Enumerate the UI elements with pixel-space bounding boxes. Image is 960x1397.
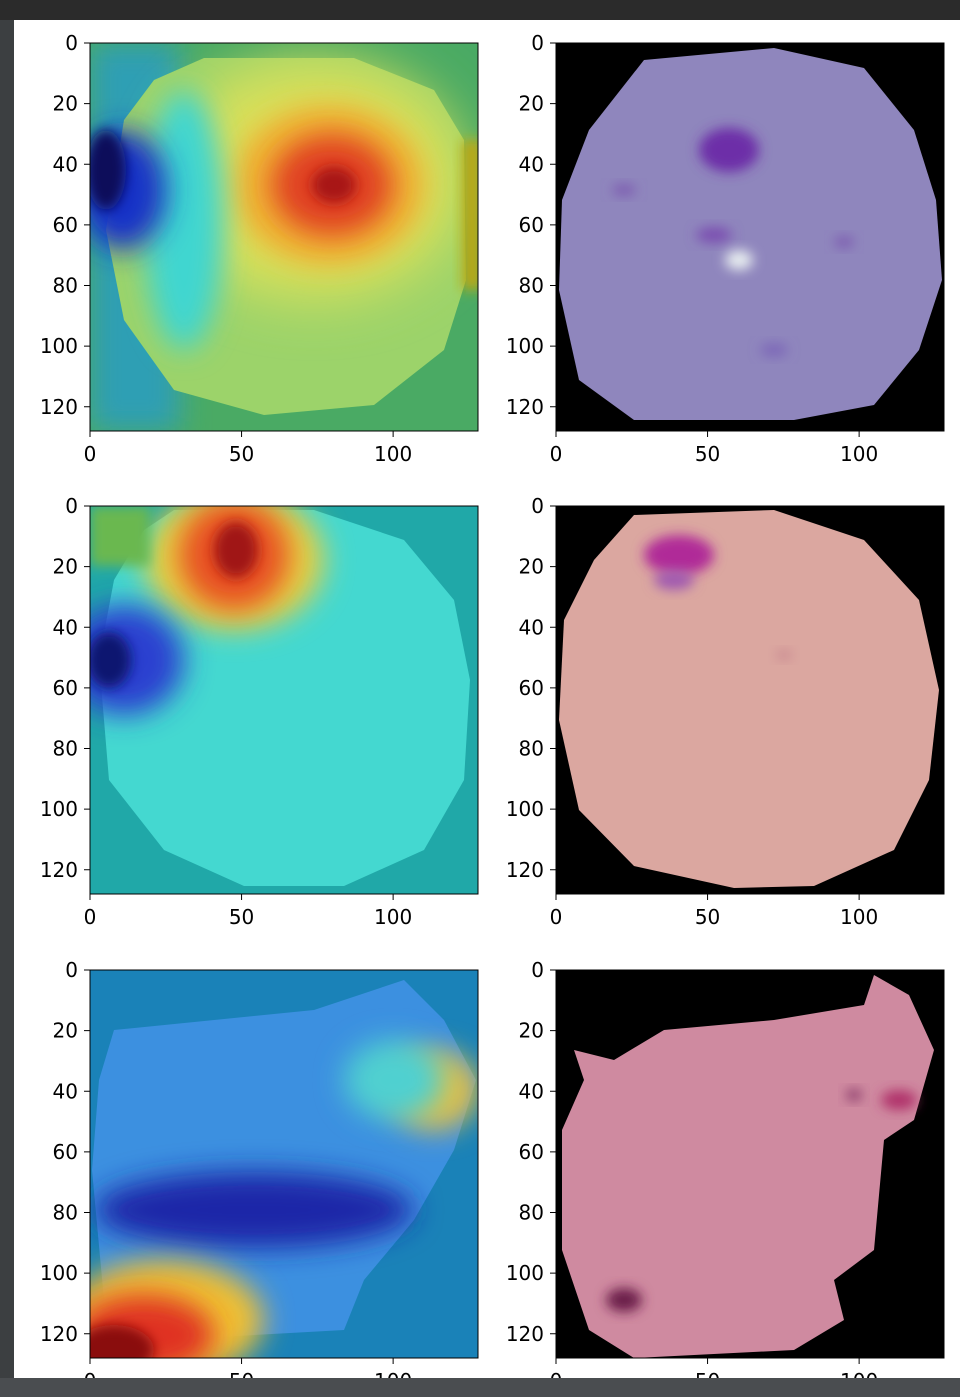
x-tick-label: 0 xyxy=(550,1369,563,1378)
y-tick-label: 0 xyxy=(65,494,78,518)
y-tick-label: 100 xyxy=(506,334,544,358)
y-tick-label: 80 xyxy=(53,274,78,298)
y-tick-label: 120 xyxy=(40,395,78,419)
y-tick-label: 20 xyxy=(519,1019,544,1043)
y-tick-label: 80 xyxy=(53,1201,78,1225)
cell-image-2 xyxy=(555,505,945,895)
y-tick-label: 0 xyxy=(65,31,78,55)
y-tick-label: 100 xyxy=(40,797,78,821)
notebook-bottom-strip xyxy=(0,1378,960,1397)
x-tick-label: 100 xyxy=(374,905,412,929)
y-tick-label: 80 xyxy=(519,274,544,298)
x-tick-label: 50 xyxy=(229,442,254,466)
x-tick-label: 0 xyxy=(84,442,97,466)
y-tick-label: 40 xyxy=(53,1079,78,1103)
x-tick-label: 0 xyxy=(550,442,563,466)
y-tick-label: 20 xyxy=(519,92,544,116)
y-tick-label: 120 xyxy=(40,1322,78,1346)
y-tick-label: 80 xyxy=(519,1201,544,1225)
y-tick-label: 40 xyxy=(519,152,544,176)
y-tick-label: 100 xyxy=(40,334,78,358)
x-tick-label: 50 xyxy=(695,1369,720,1378)
y-tick-label: 60 xyxy=(519,676,544,700)
y-tick-label: 120 xyxy=(506,1322,544,1346)
y-tick-label: 0 xyxy=(531,31,544,55)
y-tick-label: 40 xyxy=(53,152,78,176)
x-tick-label: 0 xyxy=(84,1369,97,1378)
y-tick-label: 100 xyxy=(40,1261,78,1285)
x-tick-label: 100 xyxy=(840,442,878,466)
y-tick-label: 20 xyxy=(519,555,544,579)
y-tick-label: 0 xyxy=(531,494,544,518)
x-tick-label: 50 xyxy=(695,442,720,466)
cell-image-3 xyxy=(555,969,945,1359)
heatmap-2 xyxy=(89,505,479,895)
y-tick-label: 40 xyxy=(53,615,78,639)
y-tick-label: 0 xyxy=(65,958,78,982)
x-tick-label: 100 xyxy=(374,442,412,466)
y-tick-label: 60 xyxy=(53,676,78,700)
cell-image-1 xyxy=(555,42,945,432)
x-tick-label: 0 xyxy=(84,905,97,929)
y-tick-label: 40 xyxy=(519,1079,544,1103)
y-tick-label: 60 xyxy=(519,213,544,237)
y-tick-label: 120 xyxy=(506,395,544,419)
y-tick-label: 80 xyxy=(519,737,544,761)
y-tick-label: 20 xyxy=(53,555,78,579)
x-tick-label: 50 xyxy=(229,905,254,929)
heatmap-1 xyxy=(89,42,479,432)
y-tick-label: 60 xyxy=(53,1140,78,1164)
y-tick-label: 100 xyxy=(506,1261,544,1285)
x-tick-label: 100 xyxy=(374,1369,412,1378)
y-tick-label: 60 xyxy=(53,213,78,237)
y-tick-label: 60 xyxy=(519,1140,544,1164)
y-tick-label: 100 xyxy=(506,797,544,821)
x-tick-label: 50 xyxy=(695,905,720,929)
y-tick-label: 20 xyxy=(53,92,78,116)
y-tick-label: 80 xyxy=(53,737,78,761)
x-tick-label: 100 xyxy=(840,905,878,929)
y-tick-label: 0 xyxy=(531,958,544,982)
y-tick-label: 40 xyxy=(519,615,544,639)
x-tick-label: 0 xyxy=(550,905,563,929)
y-tick-label: 120 xyxy=(506,858,544,882)
y-tick-label: 120 xyxy=(40,858,78,882)
x-tick-label: 50 xyxy=(229,1369,254,1378)
y-tick-label: 20 xyxy=(53,1019,78,1043)
notebook-top-strip xyxy=(0,0,960,20)
heatmap-3 xyxy=(89,969,479,1359)
cell-output-area: 0 20 40 60 80 100 120 0 50 100 0 20 40 60 80 100 120 0 50 1… xyxy=(14,20,960,1378)
x-tick-label: 100 xyxy=(840,1369,878,1378)
